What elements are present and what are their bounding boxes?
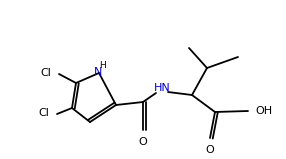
Text: OH: OH	[255, 106, 272, 116]
Text: N: N	[94, 67, 102, 77]
Text: HN: HN	[154, 83, 170, 93]
Text: O: O	[206, 145, 214, 155]
Text: O: O	[139, 137, 147, 147]
Text: Cl: Cl	[38, 108, 49, 118]
Text: H: H	[100, 62, 106, 70]
Text: Cl: Cl	[40, 68, 51, 78]
